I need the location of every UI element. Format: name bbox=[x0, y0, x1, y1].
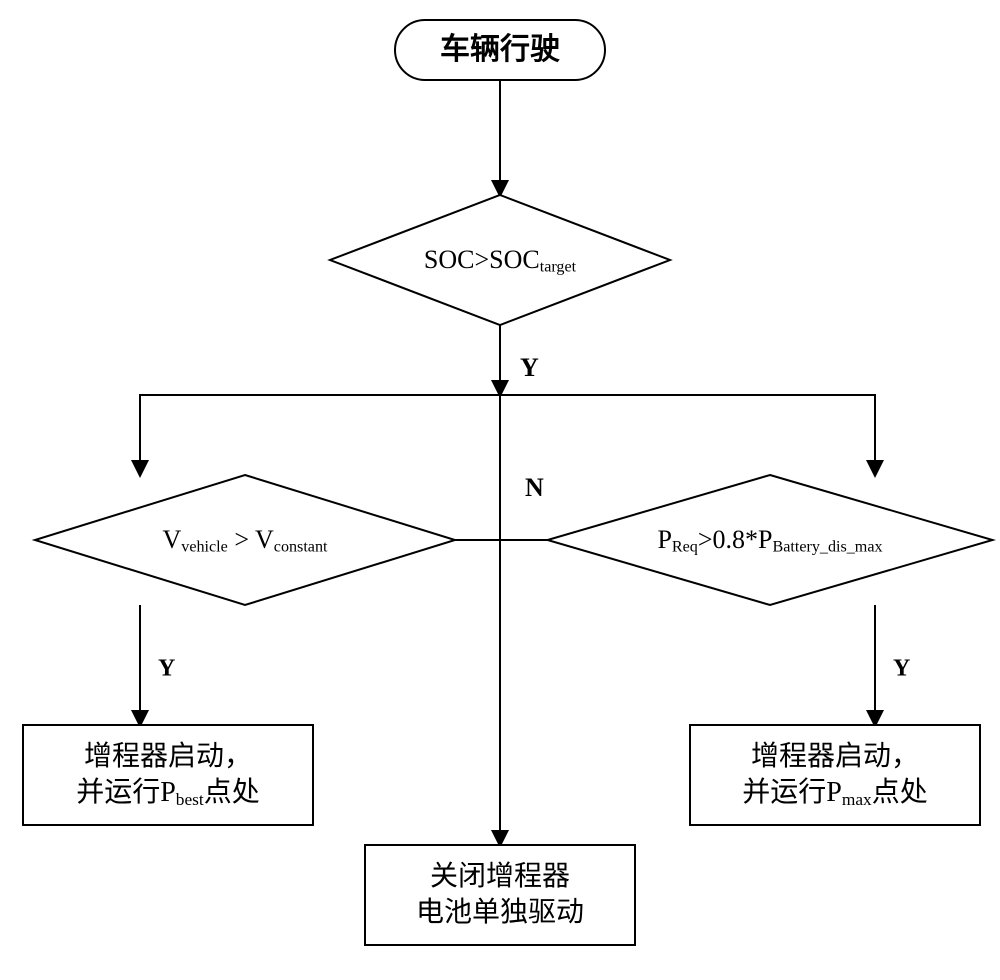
node-label-line: 关闭增程器 bbox=[430, 860, 570, 892]
node-label-line: 电池单独驱动 bbox=[416, 896, 584, 928]
node-start: 车辆行驶 bbox=[395, 20, 605, 80]
node-label-line: 增程器启动， bbox=[84, 740, 252, 772]
edge-3 bbox=[500, 395, 875, 475]
node-p_best: 增程器启动， 并运行Pbest点处 bbox=[23, 725, 313, 825]
node-label-line: 并运行Pmax点处 bbox=[742, 776, 927, 809]
edge-2 bbox=[140, 395, 500, 475]
node-d_soc: SOC>SOCtarget bbox=[330, 195, 670, 325]
node-p_off: 关闭增程器电池单独驱动 bbox=[365, 845, 635, 945]
edge-label: N bbox=[525, 473, 544, 502]
node-p_max: 增程器启动， 并运行Pmax点处 bbox=[690, 725, 980, 825]
flowchart: 车辆行驶 SOC>SOCtarget Vvehicle > Vconstant PRe… bbox=[0, 0, 1000, 975]
node-d_v: Vvehicle > Vconstant bbox=[35, 475, 455, 605]
node-d_p: PReq>0.8*PBattery_dis_max bbox=[548, 475, 993, 605]
edge-label: Y bbox=[158, 656, 175, 682]
node-label-line: 并运行Pbest点处 bbox=[76, 776, 260, 809]
node-label-line: 增程器启动， bbox=[751, 740, 919, 772]
node-label: 车辆行驶 bbox=[440, 32, 560, 66]
edge-label: Y bbox=[893, 656, 910, 682]
edge-label: Y bbox=[520, 353, 539, 382]
